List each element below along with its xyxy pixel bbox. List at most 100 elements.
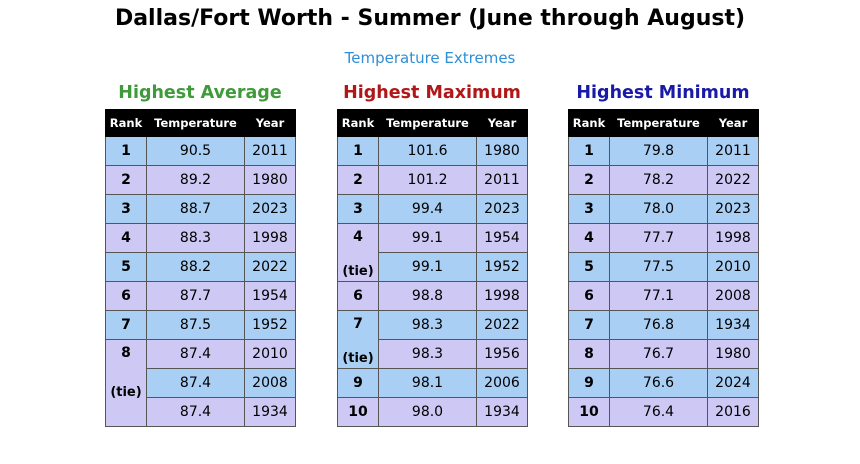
temperature-cell: 87.4 xyxy=(146,339,245,369)
rank-cell: 2 xyxy=(568,165,610,195)
temperature-cell: 99.1 xyxy=(378,223,477,253)
temperature-cell: 89.2 xyxy=(146,165,245,195)
temperature-cell: 87.5 xyxy=(146,310,245,340)
temperature-cell: 87.4 xyxy=(146,397,245,427)
temperature-header: Temperature xyxy=(378,109,477,137)
rank-cell: 7 xyxy=(568,310,610,340)
year-cell: 2022 xyxy=(707,165,759,195)
table-row: 4 (tie) 99.1 1954 xyxy=(337,223,528,282)
rank-header: Rank xyxy=(105,109,147,137)
temperature-cell: 76.7 xyxy=(609,339,708,369)
temperature-cell: 78.2 xyxy=(609,165,708,195)
table-row: 7 76.8 1934 xyxy=(568,310,759,340)
table-row: 8 76.7 1980 xyxy=(568,339,759,369)
highest-minimum-title: Highest Minimum xyxy=(576,83,750,103)
year-cell: 2023 xyxy=(476,194,528,224)
highest-average-title: Highest Average xyxy=(118,83,282,103)
rank-cell: 1 xyxy=(568,136,610,166)
temperature-cell: 87.4 xyxy=(146,368,245,398)
year-cell: 1998 xyxy=(476,281,528,311)
temperature-cell: 88.2 xyxy=(146,252,245,282)
year-cell: 1952 xyxy=(244,310,296,340)
table-row: 5 77.5 2010 xyxy=(568,252,759,282)
highest-average-table: Rank Temperature Year 1 90.5 2011 2 89.2 1980… xyxy=(105,109,296,427)
rank-cell: 9 xyxy=(568,368,610,398)
year-cell: 1980 xyxy=(707,339,759,369)
temperature-cell: 87.7 xyxy=(146,281,245,311)
year-cell: 1998 xyxy=(244,223,296,253)
rank-cell: 3 xyxy=(568,194,610,224)
year-cell: 2024 xyxy=(707,368,759,398)
rank-cell: 4 xyxy=(105,223,147,253)
year-cell: 1952 xyxy=(476,252,528,282)
year-cell: 1954 xyxy=(476,223,528,253)
year-cell: 1934 xyxy=(244,397,296,427)
rank-cell: 2 xyxy=(337,165,379,195)
year-cell: 1980 xyxy=(244,165,296,195)
temperature-cell: 99.1 xyxy=(378,252,477,282)
year-cell: 2008 xyxy=(707,281,759,311)
temperature-cell: 98.3 xyxy=(378,310,477,340)
rank-cell: 1 xyxy=(105,136,147,166)
temperature-cell: 76.6 xyxy=(609,368,708,398)
year-cell: 2010 xyxy=(244,339,296,369)
table-row: 7 87.5 1952 xyxy=(105,310,296,340)
year-cell: 1954 xyxy=(244,281,296,311)
tie-label: (tie) xyxy=(342,264,374,279)
rank-number: 7 xyxy=(353,316,363,332)
year-cell: 2016 xyxy=(707,397,759,427)
table-row: 99.1 1952 xyxy=(338,252,528,282)
rank-cell: 1 xyxy=(337,136,379,166)
table-row: 9 98.1 2006 xyxy=(337,368,528,398)
rank-cell: 3 xyxy=(105,194,147,224)
table-row: 7 (tie) 98.3 2022 xyxy=(337,310,528,369)
page-title: Dallas/Fort Worth - Summer (June through… xyxy=(114,6,746,31)
rank-header: Rank xyxy=(568,109,610,137)
table-row: 1 90.5 2011 xyxy=(105,136,296,166)
temperature-cell: 77.7 xyxy=(609,223,708,253)
table-row: 2 78.2 2022 xyxy=(568,165,759,195)
rank-cell: 6 xyxy=(337,281,379,311)
year-cell: 1934 xyxy=(476,397,528,427)
highest-maximum-table: Rank Temperature Year 1 101.6 1980 2 101.2 20… xyxy=(337,109,528,427)
year-cell: 2022 xyxy=(476,310,528,340)
temperature-cell: 78.0 xyxy=(609,194,708,224)
temperature-cell: 101.6 xyxy=(378,136,477,166)
table-row: 2 101.2 2011 xyxy=(337,165,528,195)
table-row: 1 79.8 2011 xyxy=(568,136,759,166)
temperature-cell: 99.4 xyxy=(378,194,477,224)
temperature-cell: 98.1 xyxy=(378,368,477,398)
rank-cell: 5 xyxy=(105,252,147,282)
temperature-cell: 77.5 xyxy=(609,252,708,282)
table-row: 87.4 2008 xyxy=(106,368,296,398)
rank-cell: 4 xyxy=(568,223,610,253)
temperature-cell: 76.8 xyxy=(609,310,708,340)
year-cell: 1956 xyxy=(476,339,528,369)
table-row: 3 78.0 2023 xyxy=(568,194,759,224)
year-cell: 2010 xyxy=(707,252,759,282)
tie-label: (tie) xyxy=(342,351,374,366)
rank-cell: 6 xyxy=(568,281,610,311)
year-cell: 2011 xyxy=(244,136,296,166)
table-row: 10 98.0 1934 xyxy=(337,397,528,427)
year-cell: 2023 xyxy=(244,194,296,224)
temperature-cell: 79.8 xyxy=(609,136,708,166)
temperature-cell: 88.3 xyxy=(146,223,245,253)
table-row: 3 88.7 2023 xyxy=(105,194,296,224)
rank-number: 8 xyxy=(121,345,131,361)
temperature-cell: 98.3 xyxy=(378,339,477,369)
year-cell: 2022 xyxy=(244,252,296,282)
rank-cell: 3 xyxy=(337,194,379,224)
rank-cell: 8 xyxy=(568,339,610,369)
rank-cell: 4 (tie) xyxy=(337,223,379,282)
table-row: 6 77.1 2008 xyxy=(568,281,759,311)
table-row: 6 87.7 1954 xyxy=(105,281,296,311)
year-cell: 2008 xyxy=(244,368,296,398)
table-row: 4 88.3 1998 xyxy=(105,223,296,253)
rank-cell: 6 xyxy=(105,281,147,311)
year-cell: 1998 xyxy=(707,223,759,253)
year-cell: 2011 xyxy=(476,165,528,195)
